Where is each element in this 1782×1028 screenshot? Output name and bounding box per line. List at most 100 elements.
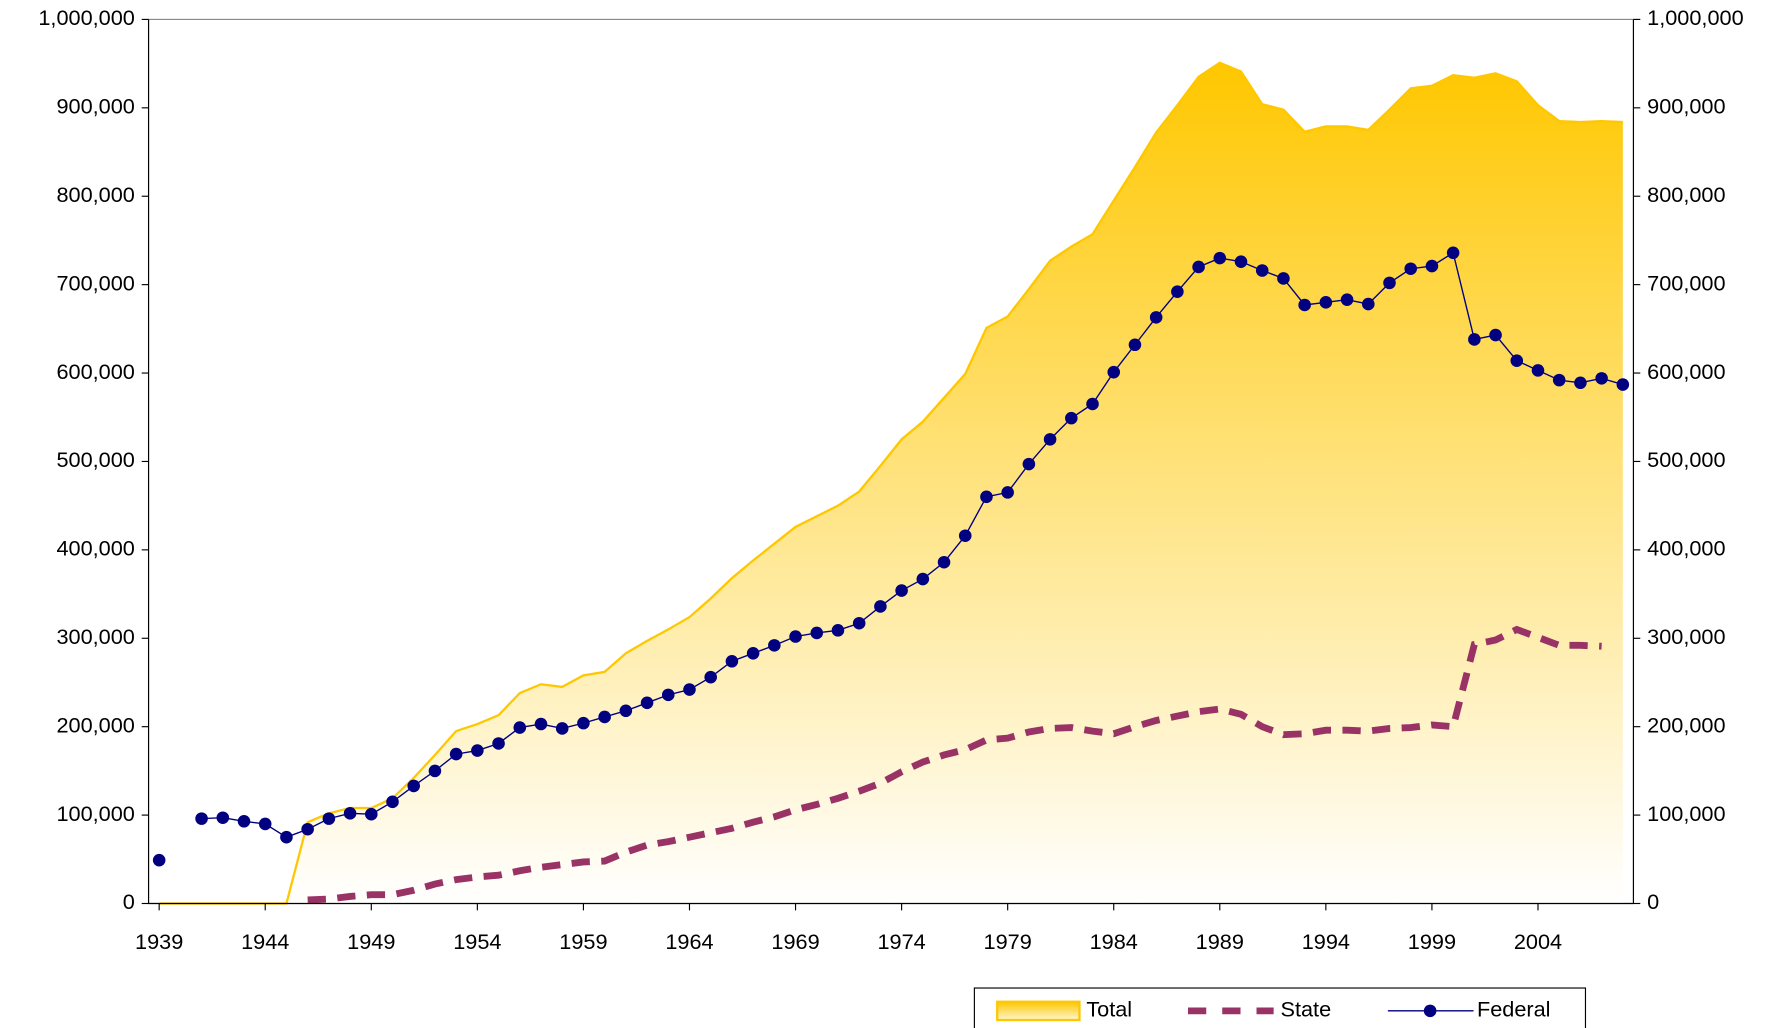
federal-marker [555,722,569,735]
federal-marker [619,704,633,718]
federal-marker [152,853,166,867]
y2-tick-label: 400,000 [1647,536,1725,561]
federal-marker [449,747,463,761]
federal-marker [1468,333,1481,346]
federal-marker [746,647,760,660]
federal-marker [1277,272,1290,285]
federal-marker [810,626,824,640]
x-tick-label: 1959 [559,929,607,954]
federal-marker [195,812,208,825]
x-tick-label: 1999 [1408,929,1456,954]
federal-marker [895,584,908,597]
federal-marker [1510,354,1524,367]
y-tick-label: 200,000 [56,712,134,737]
federal-marker [343,807,357,820]
federal-marker [661,688,675,702]
y-tick-label: 500,000 [56,447,134,472]
x-tick-label: 2004 [1514,929,1562,954]
y-tick-label: 1,000,000 [38,5,134,30]
x-tick-label: 1979 [984,929,1032,954]
federal-marker [1552,373,1566,387]
federal-marker [725,654,739,668]
federal-marker [1425,259,1439,273]
x-tick-label: 1984 [1090,929,1138,954]
federal-marker [280,830,293,844]
federal-marker [322,812,336,825]
x-tick-label: 1969 [771,929,819,954]
y2-tick-label: 600,000 [1647,359,1725,384]
federal-marker [1362,297,1375,311]
federal-marker [428,764,442,778]
federal-marker [1149,311,1163,324]
y-tick-label: 600,000 [56,359,134,384]
y2-tick-label: 1,000,000 [1647,5,1743,30]
federal-marker [958,529,972,543]
federal-marker [1022,457,1036,471]
federal-marker [598,710,611,724]
x-tick-label: 1994 [1302,929,1350,954]
axes: 0 100,000 200,000 300,000 400,000 500,000 600,… [38,5,1743,954]
y-tick-label: 700,000 [56,270,134,295]
federal-marker [1446,246,1460,260]
federal-marker [216,811,230,825]
federal-marker [704,670,717,684]
y-tick-label: 0 [123,889,135,914]
federal-marker [1171,285,1184,298]
federal-marker [831,624,845,637]
federal-marker [1595,372,1608,385]
federal-marker [1616,378,1630,391]
federal-marker [534,717,548,731]
federal-marker [1574,376,1587,390]
federal-marker [1489,328,1502,342]
federal-marker [1001,486,1014,499]
x-tick-label: 1939 [135,929,183,954]
x-tick-label: 1944 [241,929,289,954]
y2-tick-label: 900,000 [1647,94,1725,119]
federal-marker [1086,397,1099,411]
plot-area [152,61,1630,905]
y2-tick-label: 100,000 [1647,801,1725,826]
federal-marker [683,683,696,696]
federal-marker [577,716,590,730]
federal-marker [492,737,505,750]
legend-label: State [1280,997,1331,1022]
y-tick-label: 800,000 [56,182,134,207]
federal-marker [1192,260,1205,274]
federal-marker [1043,433,1057,446]
y2-tick-label: 0 [1647,889,1659,914]
y2-tick-label: 500,000 [1647,447,1725,472]
federal-marker [852,616,866,630]
federal-marker [1234,255,1248,268]
federal-marker [1531,364,1545,377]
legend: Total State Federal [996,997,1551,1022]
y-tick-label: 400,000 [56,536,134,561]
federal-marker [1383,276,1396,290]
legend-swatch [996,1000,1081,1022]
federal-marker [1404,262,1417,276]
federal-marker [386,795,399,809]
y-tick-label: 100,000 [56,801,134,826]
state-line [307,625,1602,904]
federal-marker [1255,264,1269,277]
federal-marker [471,744,484,757]
federal-marker [1128,338,1142,352]
federal-marker [237,814,251,828]
total-edge [159,61,1623,905]
federal-marker [1065,411,1078,425]
y2-tick-label: 800,000 [1647,182,1725,207]
federal-marker [789,630,802,643]
federal-marker [937,555,951,569]
y-tick-label: 900,000 [56,94,134,119]
legend-marker [1423,1004,1437,1018]
federal-marker [1319,296,1333,309]
federal-marker [768,639,781,652]
federal-marker [1213,251,1227,265]
federal-marker [258,817,272,831]
federal-marker [513,721,527,734]
federal-marker [916,572,930,586]
federal-marker [301,822,314,836]
y2-tick-label: 200,000 [1647,712,1725,737]
federal-marker [407,779,420,793]
